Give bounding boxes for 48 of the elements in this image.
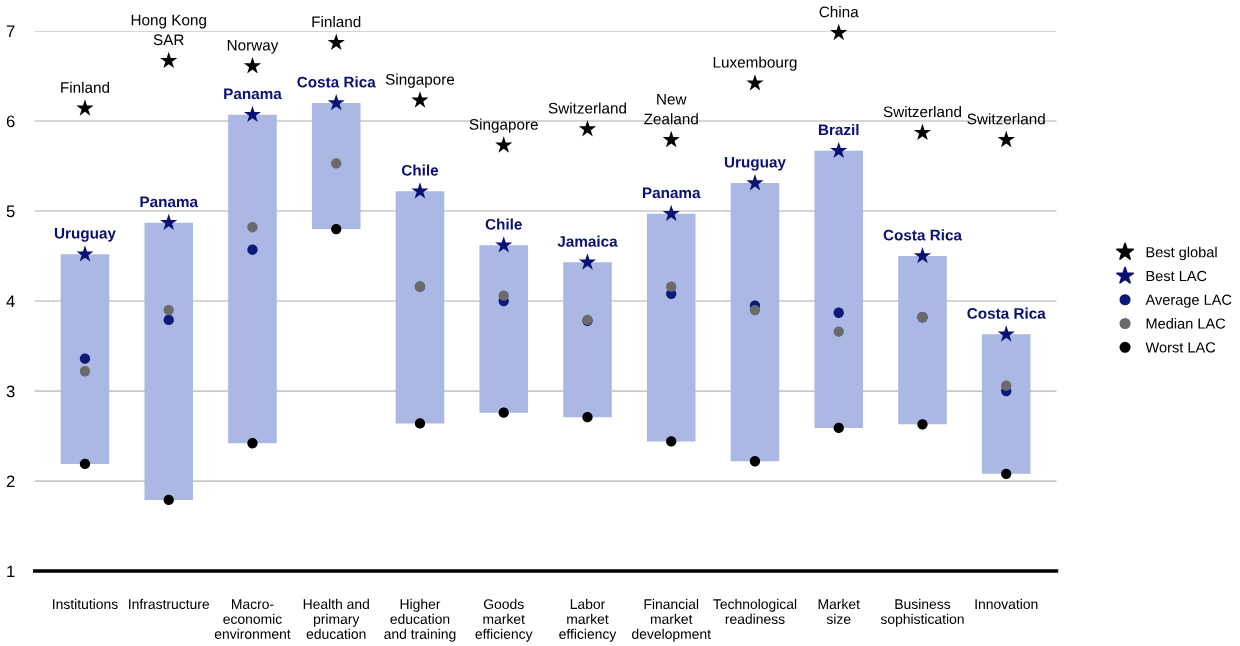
x-tick-label: Business sophistication — [880, 598, 964, 627]
annotation: Brazil — [818, 123, 859, 136]
y-tick-label: 7 — [6, 25, 15, 38]
legend-label: Median LAC — [1146, 318, 1226, 329]
y-tick-label: 6 — [6, 115, 15, 128]
y-tick-label: 3 — [6, 385, 15, 398]
annotation: Panama — [224, 88, 282, 100]
annotation: New Zealand — [644, 93, 698, 125]
y-tick-label: 4 — [6, 295, 15, 308]
annotation: Uruguay — [724, 156, 786, 171]
annotation: Costa Rica — [883, 229, 963, 241]
y-tick-label: 1 — [7, 565, 15, 578]
annotation: Finland — [312, 15, 361, 28]
annotation: Panama — [642, 187, 701, 199]
x-tick-label: Technological readiness — [713, 598, 797, 624]
annotation: Chile — [485, 218, 522, 230]
x-tick-label: Institutions — [53, 598, 118, 610]
legend-label: Best LAC — [1146, 270, 1207, 282]
legend-label: Best global — [1146, 246, 1217, 261]
annotation: Jamaica — [557, 235, 618, 247]
legend-label: Worst LAC — [1145, 342, 1216, 353]
x-tick-label: Innovation — [975, 598, 1038, 610]
annotation: China — [819, 6, 859, 18]
x-tick-label: Goods market efficiency — [475, 598, 533, 642]
y-tick-label: 5 — [6, 205, 15, 218]
x-tick-label: Financial market development — [632, 598, 711, 642]
x-tick-label: Infrastructure — [129, 598, 210, 610]
annotation: Singapore — [469, 118, 538, 133]
y-tick-label: 2 — [6, 475, 15, 488]
annotation: Switzerland — [548, 102, 626, 114]
annotation: Panama — [140, 196, 199, 208]
annotation: Hong Kong SAR — [131, 14, 206, 46]
annotation: Norway — [227, 39, 279, 54]
x-tick-label: Higher education and training — [384, 598, 456, 642]
annotation: Costa Rica — [967, 307, 1046, 319]
annotation: Finland — [61, 81, 110, 93]
annotation: Luxembourg — [713, 56, 797, 71]
annotation: Chile — [401, 164, 439, 176]
annotation: Singapore — [385, 73, 455, 88]
annotation: Uruguay — [54, 227, 116, 242]
x-tick-label: Market size — [818, 598, 860, 624]
annotation: Switzerland — [883, 105, 961, 118]
x-tick-label: Labor market efficiency — [559, 598, 617, 642]
annotation: Switzerland — [967, 113, 1045, 125]
x-tick-label: Macro- economic environment — [214, 599, 291, 639]
legend-label: Average LAC — [1145, 294, 1232, 308]
x-tick-label: Health and primary education — [303, 598, 369, 639]
annotation: Costa Rica — [297, 76, 376, 88]
